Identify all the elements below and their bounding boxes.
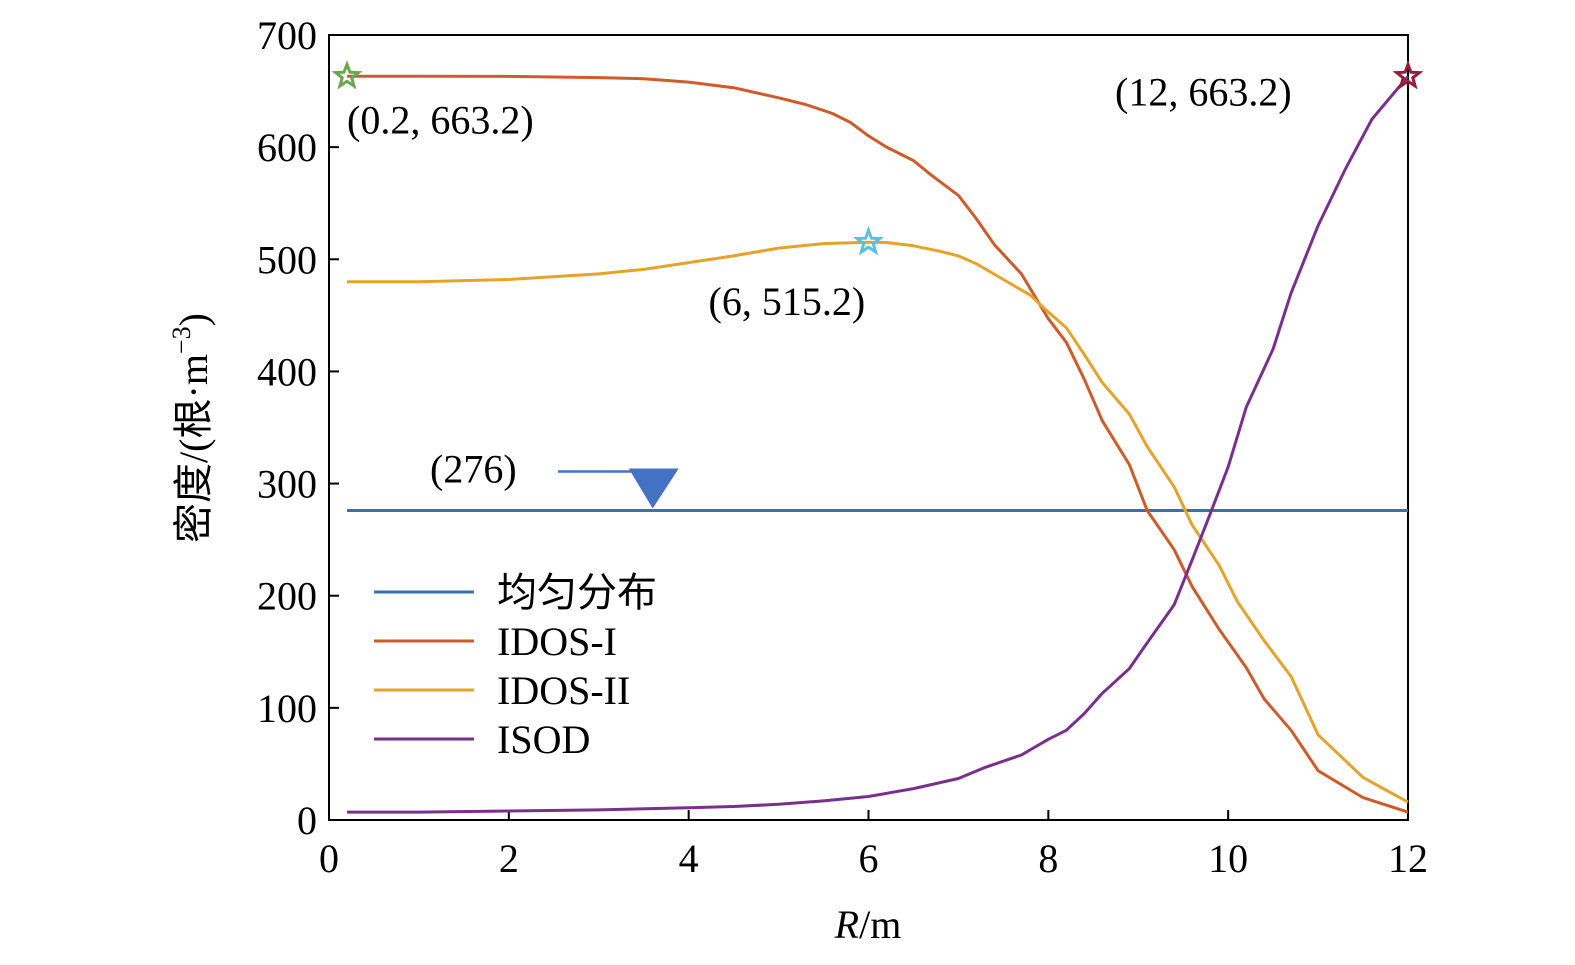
annotation-arrow-head bbox=[628, 468, 679, 509]
x-tick-label: 12 bbox=[1388, 836, 1428, 881]
annotation-star-marker bbox=[853, 225, 884, 256]
x-tick-label: 2 bbox=[499, 836, 519, 881]
series-idos-2 bbox=[347, 240, 1409, 804]
legend: 均匀分布 IDOS-I IDOS-II ISOD bbox=[374, 570, 657, 762]
legend-label-uniform: 均匀分布 bbox=[497, 570, 657, 615]
annotation-star-marker bbox=[331, 60, 363, 90]
annotation-label: (276) bbox=[430, 446, 517, 491]
legend-label-idos-2: IDOS-II bbox=[497, 668, 630, 713]
series-layer bbox=[347, 74, 1410, 814]
y-tick-label: 0 bbox=[297, 798, 317, 843]
y-axis-title: 密度/(根·m−3) bbox=[167, 313, 216, 543]
legend-label-isod: ISOD bbox=[497, 717, 590, 762]
x-tick-label: 10 bbox=[1208, 836, 1248, 881]
plot-frame bbox=[328, 34, 1409, 821]
series-idos-1 bbox=[347, 74, 1409, 814]
legend-label-idos-1: IDOS-I bbox=[497, 619, 617, 664]
x-axis-title: R/m bbox=[834, 902, 902, 947]
y-tick-label: 600 bbox=[257, 125, 317, 170]
y-tick-label: 500 bbox=[257, 237, 317, 282]
y-tick-label: 100 bbox=[257, 686, 317, 731]
y-tick-label: 200 bbox=[257, 574, 317, 619]
tick-layer: 0 2 4 6 8 10 12 0 100 200 300 400 500 600 700 bbox=[257, 13, 1428, 881]
x-tick-label: 6 bbox=[859, 836, 879, 881]
y-tick-label: 300 bbox=[257, 462, 317, 507]
annotation-label: (6, 515.2) bbox=[709, 279, 866, 324]
x-tick-label: 0 bbox=[319, 836, 339, 881]
annotation-layer: (0.2, 663.2) (6, 515.2) (12, 663.2) (276) bbox=[331, 59, 1424, 509]
series-isod bbox=[347, 75, 1410, 814]
x-tick-label: 8 bbox=[1038, 836, 1058, 881]
y-tick-label: 700 bbox=[257, 13, 317, 58]
annotation-label: (0.2, 663.2) bbox=[347, 97, 534, 142]
y-tick-label: 400 bbox=[257, 349, 317, 394]
annotation-star-marker bbox=[1392, 59, 1424, 90]
annotation-label: (12, 663.2) bbox=[1115, 69, 1292, 114]
x-tick-label: 4 bbox=[679, 836, 699, 881]
